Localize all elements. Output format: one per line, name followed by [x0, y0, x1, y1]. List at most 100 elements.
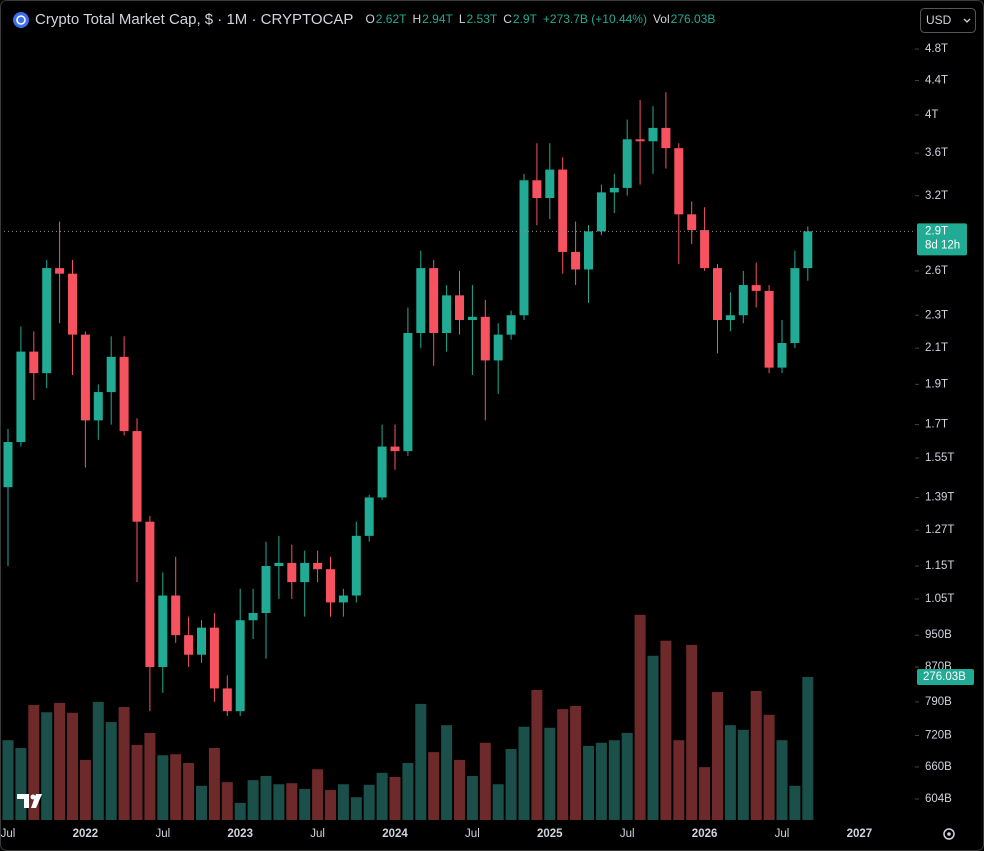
y-tick-label: 4T: [925, 109, 938, 121]
last-price-label: 2.9T: [925, 225, 948, 237]
candle-body: [274, 562, 284, 567]
logo-dot: [30, 794, 36, 800]
y-tick-label: 2.3T: [925, 309, 948, 321]
candle-body: [674, 148, 684, 215]
x-tick-label: 2026: [692, 828, 718, 840]
plot-area: 4.8T 4.4T 4T 3.6T 3.2T 2.6T 2.3T 2.1T 1.9T 1.7T 1.…: [1, 43, 974, 840]
volume-bar: [350, 797, 362, 820]
legend-key: C: [503, 12, 512, 26]
candle-body: [390, 446, 400, 452]
candle-body: [3, 442, 13, 488]
candle-body: [197, 627, 206, 655]
candle-body: [635, 139, 645, 142]
volume-bar: [531, 689, 543, 820]
tv-logo: [17, 794, 42, 808]
candle-body: [171, 595, 181, 636]
volume-bar: [273, 784, 285, 820]
candle-body: [300, 562, 310, 583]
volume-bar: [41, 712, 53, 820]
volume-bar: [712, 692, 723, 820]
candle-body: [777, 343, 787, 368]
volume-bar: [312, 769, 324, 820]
y-tick-label: 4.4T: [925, 75, 948, 87]
y-tick-label: 1.05T: [925, 593, 954, 605]
candle-body: [609, 187, 619, 193]
volume-bar: [28, 704, 40, 820]
volume-bar: [776, 740, 788, 820]
x-tick-label: Jul: [620, 828, 635, 840]
volume-bar: [2, 740, 14, 820]
x-tick-label: Jul: [775, 828, 790, 840]
currency-label[interactable]: USD: [926, 13, 952, 27]
candle-body: [442, 295, 452, 333]
volume-bar: [402, 763, 414, 820]
volume-bar: [544, 727, 556, 820]
volume-bar: [415, 703, 427, 820]
volume-bar: [802, 676, 814, 820]
volume-bar: [105, 722, 117, 820]
volume-bar: [170, 754, 182, 820]
candle-body: [80, 334, 90, 421]
legend-value: 2.9T: [513, 12, 538, 26]
volume-bar: [466, 775, 478, 820]
volume-bar: [492, 784, 504, 820]
volume-bar: [15, 747, 27, 820]
volume-bar: [260, 775, 272, 820]
x-tick-label: 2027: [847, 828, 873, 840]
candle-body: [480, 316, 490, 361]
legend-change: +273.7B (+10.44%): [543, 12, 647, 26]
candle-body: [493, 334, 503, 361]
y-tick-label: 604B: [925, 793, 952, 805]
x-tick-label: 2025: [537, 828, 563, 840]
settings-button[interactable]: [943, 828, 955, 840]
gear-icon[interactable]: [943, 828, 955, 840]
volume-bar: [208, 747, 220, 820]
volume-bar: [608, 740, 620, 820]
currency-box[interactable]: [920, 8, 976, 33]
legend-key: O: [365, 12, 374, 26]
candle-body: [235, 620, 245, 712]
candle-body: [364, 497, 374, 536]
candle-body: [558, 169, 568, 252]
volume-bar: [505, 749, 517, 820]
volume-bar: [337, 784, 349, 820]
y-tick-label: 660B: [925, 761, 952, 773]
volume-bar: [763, 714, 775, 820]
candle-body: [713, 268, 722, 320]
volume-bar: [247, 780, 259, 820]
currency-select[interactable]: USD: [920, 8, 976, 33]
candle-body: [467, 316, 477, 320]
x-tick-label: Jul: [155, 828, 170, 840]
candle-body: [55, 268, 65, 274]
candle-body: [429, 268, 439, 333]
candle-body: [622, 139, 632, 188]
volume-bar: [673, 740, 685, 820]
volume-bar: [724, 725, 736, 820]
legend-key: L: [459, 12, 466, 26]
volume-bar: [286, 783, 298, 820]
x-tick-label: Jul: [465, 828, 480, 840]
candle-body: [261, 566, 271, 614]
candle-body: [751, 285, 761, 291]
candle-body: [93, 392, 103, 421]
logo-shape: [17, 794, 42, 808]
candle-body: [725, 315, 735, 320]
candle-body: [764, 290, 774, 368]
candle-body: [42, 268, 52, 374]
volume-bar: [144, 732, 156, 820]
volume-bar: [737, 729, 749, 820]
y-tick-label: 950B: [925, 629, 952, 641]
x-tick-label: Jul: [310, 828, 325, 840]
y-tick-label: 2.1T: [925, 342, 948, 354]
symbol-title[interactable]: Crypto Total Market Cap, $ · 1M · CRYPTO…: [35, 11, 353, 28]
candle-body: [687, 214, 697, 231]
volume-bar: [686, 644, 698, 820]
volume-bar: [583, 745, 594, 820]
legend-header: Crypto Total Market Cap, $ · 1M · CRYPTO…: [13, 11, 715, 28]
volume-bar: [183, 763, 195, 820]
volume-bar: [428, 752, 440, 820]
candle-body: [661, 127, 671, 149]
volume-bar: [647, 655, 659, 820]
y-tick-label: 1.55T: [925, 452, 954, 464]
candle-body: [790, 268, 800, 344]
